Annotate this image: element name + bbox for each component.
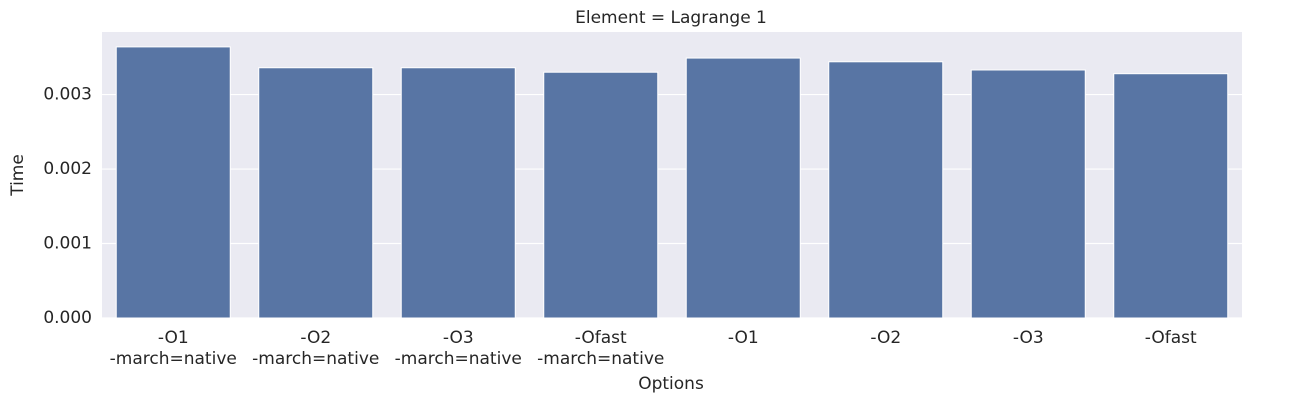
x-axis-label: Options [638,374,704,394]
x-tick-label: -O1 [727,328,759,348]
bar [258,67,374,319]
x-tick-label: -O3 -march=native [394,328,522,369]
bar [970,69,1086,319]
x-tick-label: -O2 -march=native [252,328,380,369]
y-tick-label: 0.002 [43,159,92,179]
x-tick-label: -Ofast [1144,328,1197,348]
chart-title: Element = Lagrange 1 [575,8,767,28]
y-axis-label: Time [8,154,28,197]
x-tick-label: -O1 -march=native [109,328,237,369]
y-tick-label: 0.001 [43,234,92,254]
bar [828,61,944,319]
bar [685,57,801,319]
x-tick-label: -Ofast -march=native [537,328,665,369]
x-tick-label: -O2 [870,328,902,348]
bar [543,71,659,319]
y-tick-label: 0.003 [43,85,92,105]
x-tick-label: -O3 [1012,328,1044,348]
bar [1113,73,1229,319]
y-tick-label: 0.000 [43,308,92,328]
bar [400,67,516,319]
bar [115,46,231,319]
